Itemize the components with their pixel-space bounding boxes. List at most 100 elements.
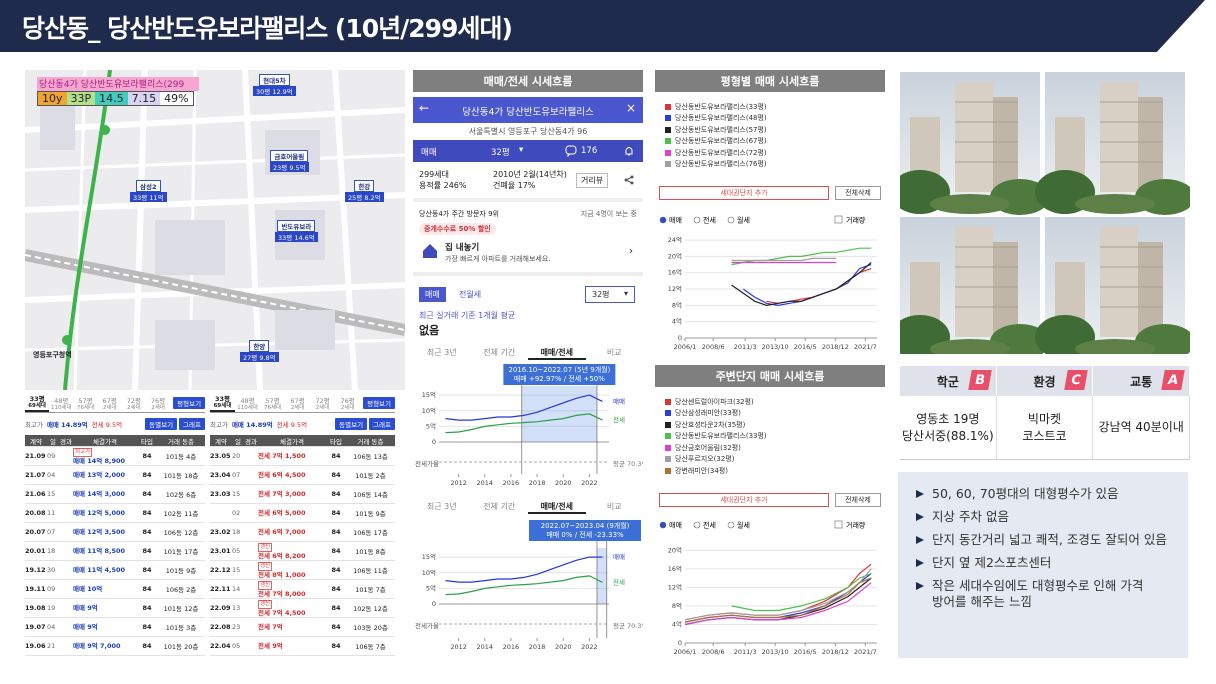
comment-count[interactable]: 176	[581, 146, 598, 156]
bell-icon[interactable]	[623, 145, 635, 157]
y-tick-label: 0	[678, 334, 682, 342]
size-tab[interactable]: 33평 69세대	[25, 396, 50, 412]
legend-item: 당산푸르지오(32평)	[665, 454, 880, 466]
period-tab[interactable]: 비교	[606, 348, 622, 357]
section-header: 주변단지 매매 시세흐름	[655, 365, 885, 387]
y-tick-label: 10억	[422, 407, 436, 415]
series-line	[445, 575, 603, 596]
size-dropdown[interactable]: 32평 ▾	[585, 286, 635, 303]
unit-type: 84	[331, 566, 341, 574]
unit-floor: 106동 17층	[353, 529, 388, 537]
price-cell: 갱신 전세 7억 4,500	[258, 599, 326, 617]
clear-button[interactable]: 전체삭제	[835, 186, 881, 200]
period-tab[interactable]: 매매/전세	[528, 501, 586, 514]
close-icon[interactable]: ×	[625, 101, 636, 115]
period-tabs: 최근 3년 전체 기간 매매/전세 비교	[413, 501, 643, 514]
checkbox[interactable]	[834, 215, 843, 224]
rating-header: 교통 A	[1093, 366, 1190, 396]
size-tab[interactable]: 76평 2세대	[335, 398, 360, 412]
price: 매매 10억	[73, 585, 103, 593]
legend: 당산센트럴아이파크(32평) 당산삼성래미안(33평) 당산효성타운2차(35평) 당…	[665, 396, 880, 477]
radio[interactable]	[693, 216, 701, 224]
unit-floor: 101동 9층	[355, 510, 386, 518]
tab-size: 76평	[150, 397, 166, 405]
size-tab[interactable]: 67평 2세대	[98, 398, 122, 412]
size-tab[interactable]: 67평 2세대	[285, 398, 310, 412]
table-row: 23.03 15 전세 7억 3,000 84 106동 14층	[210, 485, 395, 504]
radio[interactable]	[727, 521, 735, 529]
deal-type[interactable]: 매매	[421, 148, 437, 158]
size-tab[interactable]: 48평 110세대	[235, 398, 260, 412]
contract-date: 21.07	[25, 471, 46, 479]
size-button[interactable]: 평형보기	[363, 397, 396, 409]
radio[interactable]	[693, 521, 701, 529]
radio[interactable]	[727, 216, 735, 224]
x-tick-label: 2013/10	[762, 648, 789, 656]
table-row: 22.12 15 갱신 전세 8억 1,000 84 106동 11층	[210, 561, 395, 580]
rating-label: 학군	[936, 374, 959, 389]
view-button[interactable]: 동별보기	[335, 418, 368, 430]
x-tick-label: 2022	[581, 643, 598, 651]
period-tab[interactable]: 매매/전세	[528, 347, 586, 360]
clear-button[interactable]: 전체삭제	[835, 493, 881, 507]
add-button[interactable]: 세대권단지 추가	[659, 186, 829, 200]
map-base	[25, 70, 405, 390]
size-tab[interactable]: 57평 76세대	[260, 398, 285, 412]
marker-name: 금호어울림	[270, 150, 309, 162]
checkbox[interactable]	[834, 520, 843, 529]
column-header: 거래 동층	[357, 437, 384, 446]
back-icon[interactable]: ←	[419, 101, 430, 115]
share-icon[interactable]	[623, 174, 635, 186]
option-label: 월세	[737, 216, 750, 225]
radio[interactable]	[659, 521, 667, 529]
size-button[interactable]: 평형보기	[173, 397, 206, 409]
radio[interactable]	[659, 216, 667, 224]
period-tab[interactable]: 최근 3년	[426, 502, 457, 511]
divider	[413, 198, 643, 202]
chevron[interactable]: ›	[629, 246, 633, 257]
view-button[interactable]: 그래프	[179, 418, 205, 430]
contract-date: 21.06	[25, 490, 46, 498]
contract-day: 05	[232, 547, 241, 555]
contract-day: 09	[47, 452, 56, 460]
tab-size: 48평	[54, 397, 69, 405]
size-select[interactable]: 32평	[491, 148, 510, 158]
tooltip-text: 매매 0% / 전세 -23.33%	[546, 530, 624, 539]
price-cell: 전세 7억 1,500	[258, 452, 326, 460]
street-view-button[interactable]: 거리뷰	[576, 173, 609, 188]
size-tab[interactable]: 48평 110세대	[49, 398, 73, 412]
legend-swatch	[665, 138, 671, 145]
y-tick-label: 8억	[672, 301, 682, 309]
price-cell: 매매 11억 4,500	[73, 566, 137, 574]
deal-tab[interactable]: 매매	[419, 287, 446, 302]
view-button[interactable]: 동별보기	[145, 418, 178, 430]
tab-units: 69세대	[213, 403, 232, 409]
view-button[interactable]: 그래프	[369, 418, 395, 430]
tooltip-text: 2022.07~2023.04 (9개월)	[541, 521, 630, 530]
map-marker: 현대5차 30평 12.9억	[253, 74, 296, 96]
price-cell: 갱신 전세 7억 8,000	[258, 580, 326, 598]
price-cell: 매매 10억	[73, 585, 137, 593]
legend: 당산동반도유보라팰리스(33평) 당산동반도유보라팰리스(48평) 당산동반도유보라…	[665, 101, 880, 170]
legend-item: 당산삼성래미안(33평)	[665, 408, 880, 420]
contract-date: 23.01	[210, 547, 231, 555]
size-tab[interactable]: 76평 2세대	[146, 398, 170, 412]
size-tab[interactable]: 33평 69세대	[210, 396, 236, 412]
x-tick-label: 2020	[555, 643, 572, 651]
size-tab[interactable]: 72평 2세대	[310, 398, 335, 412]
period-tab[interactable]: 전체 기간	[483, 348, 516, 357]
price: 전세 7억 8,000	[258, 590, 306, 598]
add-button[interactable]: 세대권단지 추가	[659, 493, 829, 507]
rating-label: 교통	[1130, 374, 1153, 389]
x-tick-label: 2016/5	[794, 343, 817, 351]
series-line	[445, 413, 603, 434]
contract-date: 23.03	[210, 490, 231, 498]
period-tab[interactable]: 비교	[606, 502, 622, 511]
size-tab[interactable]: 72평 2세대	[122, 398, 146, 412]
deal-tab[interactable]: 전월세	[459, 290, 482, 299]
period-tab[interactable]: 전체 기간	[483, 502, 516, 511]
sell-text: 가장 빠르게 아파트를 거래해보세요.	[445, 255, 551, 263]
size-tab[interactable]: 57평 76세대	[73, 398, 97, 412]
period-tab[interactable]: 최근 3년	[426, 348, 457, 357]
unit-type: 84	[331, 623, 341, 631]
